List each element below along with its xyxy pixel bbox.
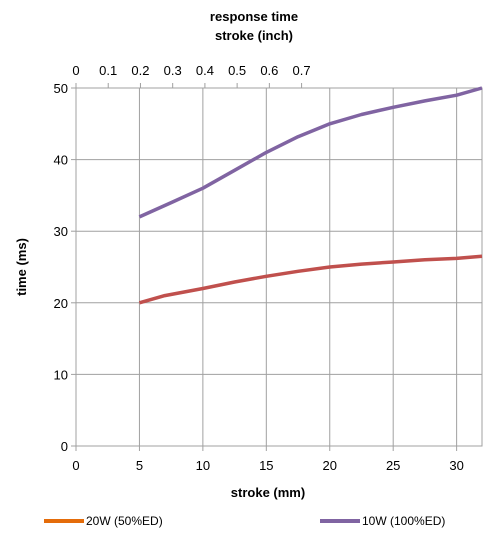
legend: 20W (50%ED) 10W (100%ED) — [44, 514, 445, 528]
top-tick-label-0: 0 — [72, 63, 79, 78]
top-tick-label-0.5: 0.5 — [228, 63, 246, 78]
top-tick-label-0.6: 0.6 — [260, 63, 278, 78]
series-line-1 — [138, 86, 483, 219]
x-tick-label-0: 0 — [72, 458, 79, 473]
x-tick-label-25: 25 — [386, 458, 400, 473]
y-tick-label-20: 20 — [54, 296, 68, 311]
legend-label-20w: 20W (50%ED) — [86, 514, 163, 528]
series-layer — [138, 86, 483, 305]
y-tick-label-50: 50 — [54, 81, 68, 96]
y-tick-label-40: 40 — [54, 153, 68, 168]
series-line-0 — [138, 254, 483, 305]
y-axis-label: time (ms) — [14, 238, 29, 296]
x-axis-label: stroke (mm) — [231, 485, 305, 500]
y-tick-label-10: 10 — [54, 367, 68, 382]
secondary-x-axis-label: stroke (inch) — [215, 28, 293, 43]
chart-title: response time — [210, 9, 298, 24]
axis-tick-labels: 0 10 20 30 40 50 0 5 10 15 20 25 30 0 0.1 0.2 0.3 0.4 0.5 0… — [54, 63, 464, 473]
legend-label-10w: 10W (100%ED) — [362, 514, 445, 528]
plot-area-border — [75, 87, 483, 447]
top-tick-label-0.3: 0.3 — [164, 63, 182, 78]
top-tick-label-0.1: 0.1 — [99, 63, 117, 78]
gridlines — [71, 83, 482, 451]
x-tick-label-15: 15 — [259, 458, 273, 473]
top-tick-label-0.2: 0.2 — [131, 63, 149, 78]
top-tick-label-0.7: 0.7 — [293, 63, 311, 78]
x-tick-label-20: 20 — [323, 458, 337, 473]
y-tick-label-0: 0 — [61, 439, 68, 454]
x-tick-label-30: 30 — [449, 458, 463, 473]
top-tick-label-0.4: 0.4 — [196, 63, 214, 78]
x-tick-label-10: 10 — [196, 458, 210, 473]
x-tick-label-5: 5 — [136, 458, 143, 473]
y-tick-label-30: 30 — [54, 224, 68, 239]
